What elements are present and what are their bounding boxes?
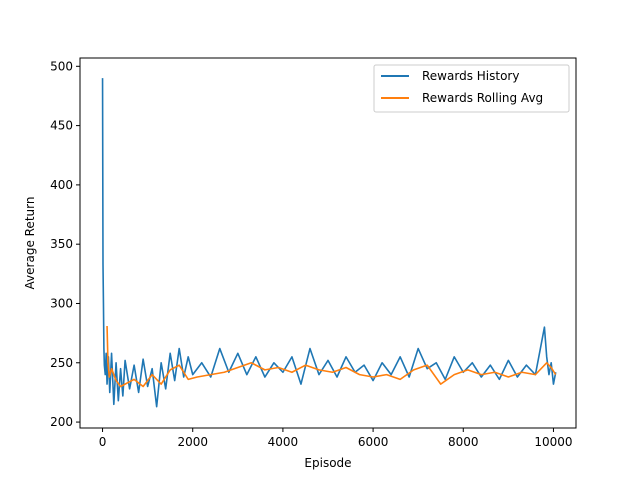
- x-axis-label: Episode: [304, 456, 351, 470]
- x-tick-label: 0: [99, 435, 107, 449]
- y-tick-label: 300: [50, 296, 73, 310]
- y-axis-ticks: 200 250 300 350 400 450 500: [50, 59, 80, 429]
- y-axis-label: Average Return: [23, 197, 37, 290]
- y-tick-label: 400: [50, 178, 73, 192]
- x-tick-label: 8000: [448, 435, 479, 449]
- legend-label-rewards-rolling-avg: Rewards Rolling Avg: [422, 91, 543, 105]
- legend-box: [373, 64, 570, 113]
- plot-area: [79, 57, 577, 429]
- legend-label-rewards-history: Rewards History: [422, 69, 519, 83]
- y-tick-label: 350: [50, 237, 73, 251]
- x-tick-label: 2000: [177, 435, 208, 449]
- y-tick-label: 200: [50, 415, 73, 429]
- x-tick-label: 4000: [268, 435, 299, 449]
- series-line-rewards-rolling-avg: [106, 325, 557, 388]
- series-layer: [101, 78, 557, 408]
- x-tick-label: 10000: [534, 435, 572, 449]
- x-tick-label: 6000: [358, 435, 389, 449]
- y-tick-label: 500: [50, 59, 73, 73]
- y-tick-label: 450: [50, 119, 73, 133]
- axes-frame: [79, 57, 577, 429]
- legend: Rewards History Rewards Rolling Avg: [373, 64, 570, 113]
- x-axis-ticks: 0 2000 4000 6000 8000 10000: [99, 428, 573, 449]
- y-tick-label: 250: [50, 356, 73, 370]
